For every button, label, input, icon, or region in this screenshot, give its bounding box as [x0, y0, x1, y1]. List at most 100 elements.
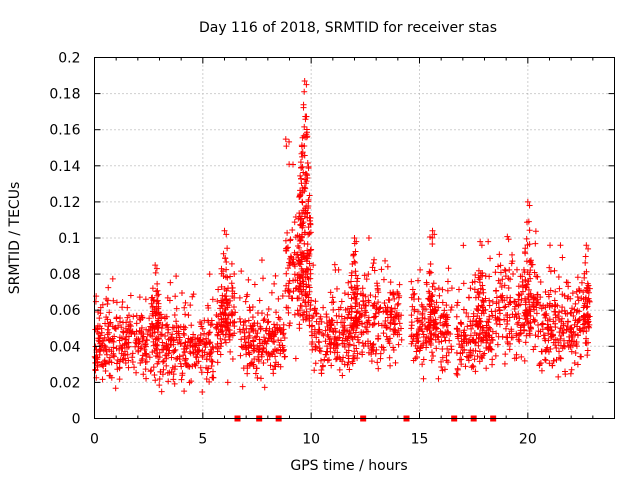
- data-point: [489, 356, 496, 363]
- data-point: [456, 356, 463, 363]
- data-point: [222, 324, 229, 331]
- data-point: [260, 345, 267, 352]
- data-point: [255, 349, 262, 356]
- data-point: [438, 358, 445, 365]
- data-point: [323, 351, 330, 358]
- data-point: [530, 303, 537, 310]
- data-point: [258, 257, 265, 264]
- data-point: [341, 327, 348, 334]
- data-point: [99, 362, 106, 369]
- data-point: [229, 356, 236, 363]
- data-point: [149, 285, 156, 292]
- data-point: [285, 309, 292, 316]
- data-point: [260, 317, 267, 324]
- data-point: [374, 359, 381, 366]
- data-point: [460, 242, 467, 249]
- data-point: [502, 303, 509, 310]
- data-point: [326, 317, 333, 324]
- data-point: [306, 230, 313, 237]
- data-point: [102, 367, 109, 374]
- data-point: [161, 313, 168, 320]
- data-point: [173, 305, 180, 312]
- data-point: [155, 309, 162, 316]
- data-point: [199, 389, 206, 396]
- data-point: [486, 302, 493, 309]
- data-point: [223, 258, 230, 265]
- data-point: [264, 311, 271, 318]
- data-point: [582, 294, 589, 301]
- data-point: [299, 185, 306, 192]
- data-point: [158, 388, 165, 395]
- data-point: [535, 333, 542, 340]
- data-point: [307, 275, 314, 282]
- data-point: [286, 322, 293, 329]
- data-point: [341, 343, 348, 350]
- data-point: [426, 290, 433, 297]
- data-point: [201, 317, 208, 324]
- data-point: [497, 262, 504, 269]
- data-point: [292, 285, 299, 292]
- data-point: [493, 287, 500, 294]
- data-point: [242, 298, 249, 305]
- data-point: [532, 240, 539, 247]
- data-point: [408, 312, 415, 319]
- data-point: [431, 318, 438, 325]
- data-point: [336, 329, 343, 336]
- data-point: [136, 294, 143, 301]
- data-point: [190, 291, 197, 298]
- data-point: [126, 318, 133, 325]
- data-point: [430, 280, 437, 287]
- data-point: [494, 341, 501, 348]
- data-point: [333, 285, 340, 292]
- data-point: [348, 269, 355, 276]
- data-point: [339, 324, 346, 331]
- data-point: [300, 132, 307, 139]
- data-point: [513, 332, 520, 339]
- data-point: [315, 326, 322, 333]
- data-point: [364, 319, 371, 326]
- data-point: [260, 359, 267, 366]
- data-point: [558, 308, 565, 315]
- data-point: [303, 126, 310, 133]
- data-point: [410, 291, 417, 298]
- data-point: [370, 340, 377, 347]
- data-point: [454, 371, 461, 378]
- data-point: [149, 303, 156, 310]
- data-point: [297, 221, 304, 228]
- data-point: [432, 324, 439, 331]
- data-point: [228, 309, 235, 316]
- data-point: [409, 303, 416, 310]
- data-point: [453, 313, 460, 320]
- data-point: [182, 311, 189, 318]
- data-point: [348, 315, 355, 322]
- data-point: [540, 302, 547, 309]
- data-point: [559, 254, 566, 261]
- data-point: [304, 174, 311, 181]
- data-point: [271, 280, 278, 287]
- data-point: [438, 312, 445, 319]
- data-point: [294, 295, 301, 302]
- data-point: [546, 264, 553, 271]
- data-point: [411, 308, 418, 315]
- data-point: [272, 272, 279, 279]
- data-point: [413, 348, 420, 355]
- data-point: [191, 343, 198, 350]
- data-point: [489, 361, 496, 368]
- data-point: [133, 369, 140, 376]
- data-point: [319, 362, 326, 369]
- data-point: [223, 327, 230, 334]
- data-point: [469, 322, 476, 329]
- data-point: [469, 362, 476, 369]
- data-point: [122, 360, 129, 367]
- data-point: [99, 376, 106, 383]
- data-point: [258, 353, 265, 360]
- data-point: [214, 331, 221, 338]
- data-point: [472, 368, 479, 375]
- data-point: [180, 330, 187, 337]
- data-point: [387, 289, 394, 296]
- data-point: [526, 227, 533, 234]
- data-point: [411, 290, 418, 297]
- data-point: [461, 338, 468, 345]
- data-point: [427, 311, 434, 318]
